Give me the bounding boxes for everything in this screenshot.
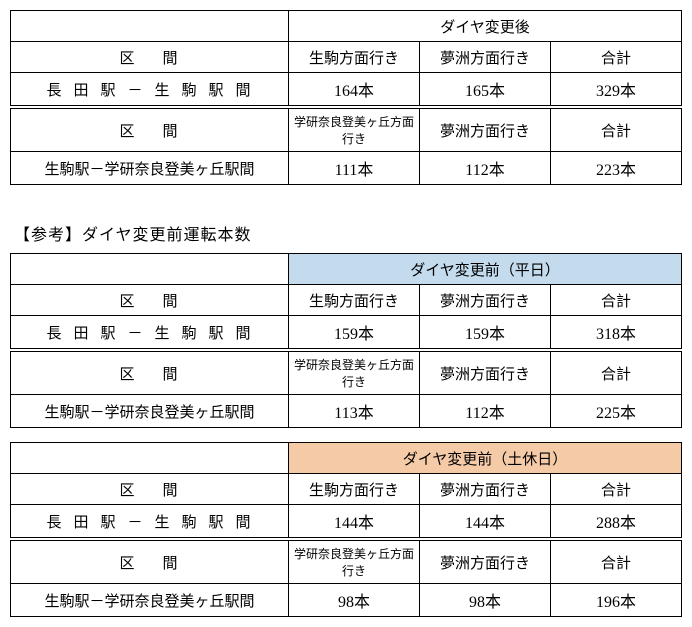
reference-title: 【参考】ダイヤ変更前運転本数 [14, 221, 682, 245]
cell-total: 288本 [551, 505, 682, 538]
cell-total: 329本 [551, 73, 682, 106]
dir-ikoma: 生駒方面行き [289, 474, 420, 505]
total-header: 合計 [551, 109, 682, 152]
cell-value: 164本 [289, 73, 420, 106]
header-before-weekday: ダイヤ変更前（平日） [289, 254, 682, 285]
cell-value: 159本 [289, 316, 420, 349]
section-header: 区間 [11, 285, 289, 316]
table-before-weekday: ダイヤ変更前（平日） 区間 生駒方面行き 夢洲方面行き 合計 長田駅－生駒駅間 … [10, 253, 682, 349]
dir-yumeshima: 夢洲方面行き [420, 474, 551, 505]
cell-value: 98本 [420, 584, 551, 617]
dir-yumeshima: 夢洲方面行き [420, 285, 551, 316]
blank-cell [11, 443, 289, 474]
cell-value: 112本 [420, 395, 551, 428]
table-before-holiday: ダイヤ変更前（土休日） 区間 生駒方面行き 夢洲方面行き 合計 長田駅－生駒駅間… [10, 442, 682, 538]
cell-value: 144本 [289, 505, 420, 538]
cell-value: 98本 [289, 584, 420, 617]
cell-value: 144本 [420, 505, 551, 538]
table-before-holiday-2: 区間 学研奈良登美ヶ丘方面行き 夢洲方面行き 合計 生駒駅－学研奈良登美ヶ丘駅間… [10, 540, 682, 617]
dir-yumeshima: 夢洲方面行き [420, 352, 551, 395]
dir-ikoma: 生駒方面行き [289, 42, 420, 73]
route1-label: 長田駅－生駒駅間 [11, 505, 289, 538]
cell-total: 196本 [551, 584, 682, 617]
cell-total: 225本 [551, 395, 682, 428]
dir-ikoma: 生駒方面行き [289, 285, 420, 316]
section-header: 区間 [11, 42, 289, 73]
cell-value: 112本 [420, 152, 551, 185]
cell-value: 165本 [420, 73, 551, 106]
header-after: ダイヤ変更後 [289, 11, 682, 42]
cell-value: 159本 [420, 316, 551, 349]
section-header: 区間 [11, 352, 289, 395]
total-header: 合計 [551, 352, 682, 395]
total-header: 合計 [551, 42, 682, 73]
header-before-holiday: ダイヤ変更前（土休日） [289, 443, 682, 474]
table-before-weekday-2: 区間 学研奈良登美ヶ丘方面行き 夢洲方面行き 合計 生駒駅－学研奈良登美ヶ丘駅間… [10, 351, 682, 428]
cell-value: 111本 [289, 152, 420, 185]
cell-value: 113本 [289, 395, 420, 428]
section-header: 区間 [11, 109, 289, 152]
blank-cell [11, 254, 289, 285]
section-header: 区間 [11, 541, 289, 584]
total-header: 合計 [551, 474, 682, 505]
dir-yumeshima: 夢洲方面行き [420, 109, 551, 152]
table-after-2: 区間 学研奈良登美ヶ丘方面行き 夢洲方面行き 合計 生駒駅－学研奈良登美ヶ丘駅間… [10, 108, 682, 185]
total-header: 合計 [551, 285, 682, 316]
route1-label: 長田駅－生駒駅間 [11, 73, 289, 106]
route1-label: 長田駅－生駒駅間 [11, 316, 289, 349]
dir-yumeshima: 夢洲方面行き [420, 541, 551, 584]
cell-total: 318本 [551, 316, 682, 349]
table-after: ダイヤ変更後 区間 生駒方面行き 夢洲方面行き 合計 長田駅－生駒駅間 164本… [10, 10, 682, 106]
section-header: 区間 [11, 474, 289, 505]
cell-total: 223本 [551, 152, 682, 185]
dir-gakken: 学研奈良登美ヶ丘方面行き [289, 352, 420, 395]
dir-yumeshima: 夢洲方面行き [420, 42, 551, 73]
dir-gakken: 学研奈良登美ヶ丘方面行き [289, 541, 420, 584]
total-header: 合計 [551, 541, 682, 584]
route2-label: 生駒駅－学研奈良登美ヶ丘駅間 [11, 395, 289, 428]
dir-gakken: 学研奈良登美ヶ丘方面行き [289, 109, 420, 152]
blank-cell [11, 11, 289, 42]
route2-label: 生駒駅－学研奈良登美ヶ丘駅間 [11, 152, 289, 185]
route2-label: 生駒駅－学研奈良登美ヶ丘駅間 [11, 584, 289, 617]
